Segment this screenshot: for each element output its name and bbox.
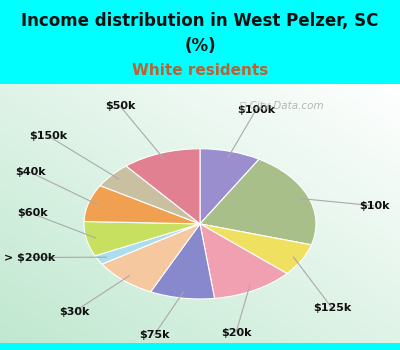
- Text: $100k: $100k: [237, 105, 275, 115]
- Text: $10k: $10k: [359, 201, 389, 211]
- Text: Income distribution in West Pelzer, SC: Income distribution in West Pelzer, SC: [21, 12, 379, 30]
- Wedge shape: [102, 224, 200, 292]
- Text: $150k: $150k: [29, 131, 67, 141]
- Wedge shape: [84, 186, 200, 224]
- Wedge shape: [126, 149, 200, 224]
- Text: $125k: $125k: [313, 303, 351, 313]
- Text: $75k: $75k: [139, 330, 169, 340]
- Wedge shape: [200, 224, 311, 274]
- Text: (%): (%): [184, 37, 216, 55]
- Wedge shape: [151, 224, 214, 299]
- Wedge shape: [200, 159, 316, 245]
- Text: > $200k: > $200k: [4, 253, 56, 262]
- Text: $50k: $50k: [105, 101, 135, 111]
- Text: $20k: $20k: [221, 328, 251, 338]
- Wedge shape: [84, 222, 200, 256]
- Wedge shape: [95, 224, 200, 264]
- Text: $40k: $40k: [15, 167, 45, 177]
- Text: ⓘ City-Data.com: ⓘ City-Data.com: [240, 101, 324, 111]
- Text: White residents: White residents: [132, 63, 268, 78]
- Text: $30k: $30k: [59, 307, 89, 317]
- Wedge shape: [200, 224, 287, 299]
- Wedge shape: [200, 149, 259, 224]
- Wedge shape: [100, 166, 200, 224]
- Text: $60k: $60k: [17, 209, 47, 218]
